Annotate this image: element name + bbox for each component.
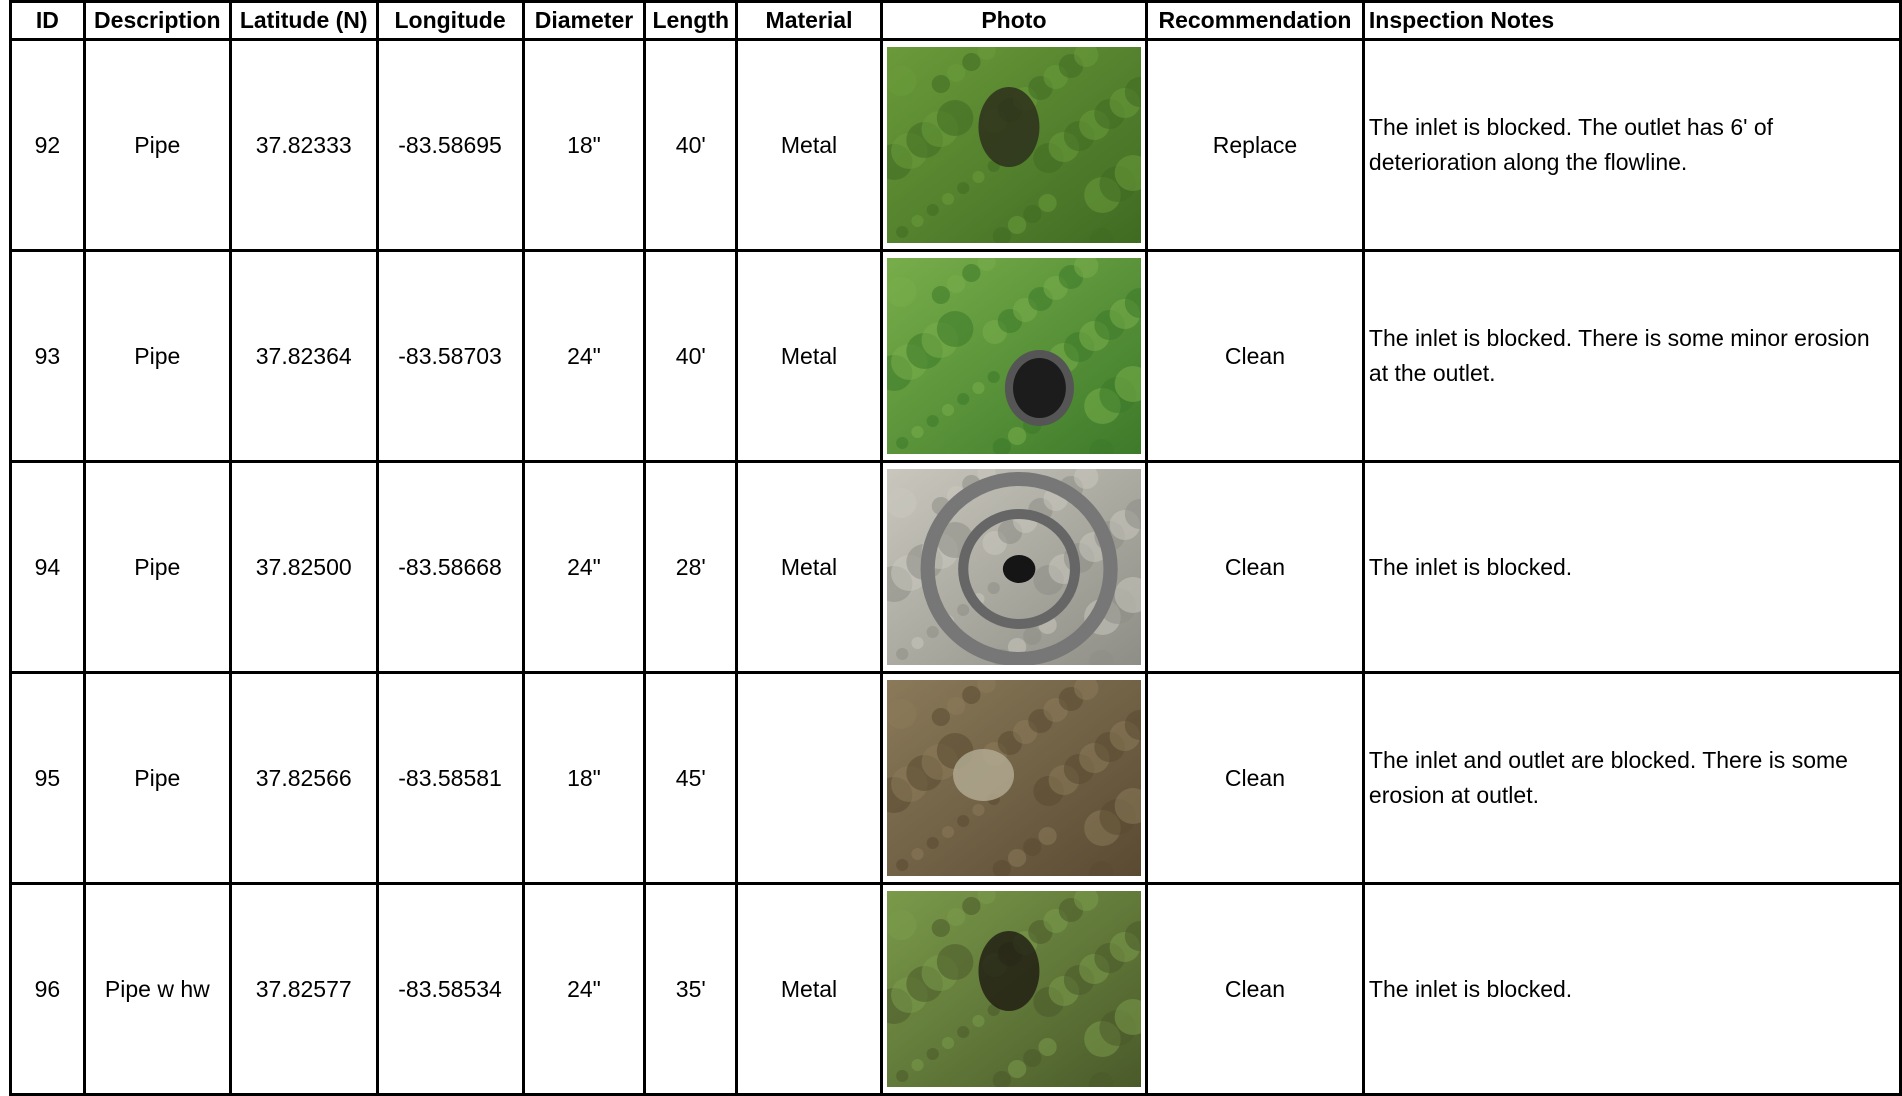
table-cell: The inlet is blocked. The outlet has 6' … [1361,38,1902,252]
table-cell: 45' [643,671,739,885]
table-cell: -83.58703 [375,249,525,463]
photo-cell [879,249,1148,463]
table-cell: 93 [9,249,86,463]
table-cell: 37.82577 [228,882,379,1096]
header-row: ID Description Latitude (N) Longitude Diamet… [9,0,1902,41]
table-cell: The inlet is blocked. There is some mino… [1361,249,1902,463]
table-cell: The inlet is blocked. [1361,460,1902,674]
table-cell: 37.82364 [228,249,379,463]
table-cell: 35' [643,882,739,1096]
table-row: 92 Pipe 37.82333 -83.58695 18" 40' Metal Replac… [9,38,1902,252]
table-cell: 18" [521,671,647,885]
table-cell: The inlet is blocked. [1361,882,1902,1096]
table-cell: 24" [521,882,647,1096]
table-cell: Pipe [82,460,232,674]
table-cell: Clean [1144,671,1365,885]
table-cell: Metal [735,249,883,463]
table-cell: 37.82500 [228,460,379,674]
column-header: ID [9,0,86,41]
table-cell: -83.58534 [375,882,525,1096]
column-header: Photo [879,0,1148,41]
table-cell: 37.82566 [228,671,379,885]
table-cell: 94 [9,460,86,674]
column-header: Latitude (N) [228,0,379,41]
column-header: Length [643,0,739,41]
table-cell: 40' [643,249,739,463]
table-cell: -83.58581 [375,671,525,885]
table-cell: 18" [521,38,647,252]
table-cell: Pipe [82,249,232,463]
table-cell: Pipe [82,671,232,885]
photo [886,680,1141,876]
photo [886,469,1141,665]
table-cell: 95 [9,671,86,885]
table-cell: Clean [1144,249,1365,463]
table-cell: 92 [9,38,86,252]
table-row: 93 Pipe 37.82364 -83.58703 24" 40' Metal Clean T… [9,249,1902,463]
table-cell: Metal [735,38,883,252]
table-cell: 40' [643,38,739,252]
table-body: 92 Pipe 37.82333 -83.58695 18" 40' Metal Replac… [9,38,1902,1096]
table-cell: Replace [1144,38,1365,252]
table-cell: Clean [1144,882,1365,1096]
photo-cell [879,882,1148,1096]
column-header: Recommendation [1144,0,1365,41]
photo [886,258,1141,454]
page: ID Description Latitude (N) Longitude Diamet… [9,0,1902,1096]
column-header: Material [735,0,883,41]
table-cell: The inlet and outlet are blocked. There … [1361,671,1902,885]
table-cell: Pipe [82,38,232,252]
column-header: Description [82,0,232,41]
table-cell: -83.58668 [375,460,525,674]
inspection-table: ID Description Latitude (N) Longitude Diamet… [9,0,1902,1096]
table-cell [735,671,883,885]
photo-cell [879,671,1148,885]
table-cell: -83.58695 [375,38,525,252]
table-cell: 28' [643,460,739,674]
column-header: Inspection Notes [1361,0,1902,41]
photo [886,891,1141,1087]
photo-cell [879,460,1148,674]
table-row: 94 Pipe 37.82500 -83.58668 24" 28' Metal Clean T… [9,460,1902,674]
table-cell: Metal [735,882,883,1096]
column-header: Diameter [521,0,647,41]
table-cell: Pipe w hw [82,882,232,1096]
table-row: 95 Pipe 37.82566 -83.58581 18" 45' Clean The in… [9,671,1902,885]
column-header: Longitude [375,0,525,41]
table-row: 96 Pipe w hw 37.82577 -83.58534 24" 35' Metal C… [9,882,1902,1096]
table-cell: 24" [521,460,647,674]
photo [886,47,1141,243]
table-cell: 96 [9,882,86,1096]
table-cell: Clean [1144,460,1365,674]
table-cell: 37.82333 [228,38,379,252]
photo-cell [879,38,1148,252]
table-cell: 24" [521,249,647,463]
table-cell: Metal [735,460,883,674]
